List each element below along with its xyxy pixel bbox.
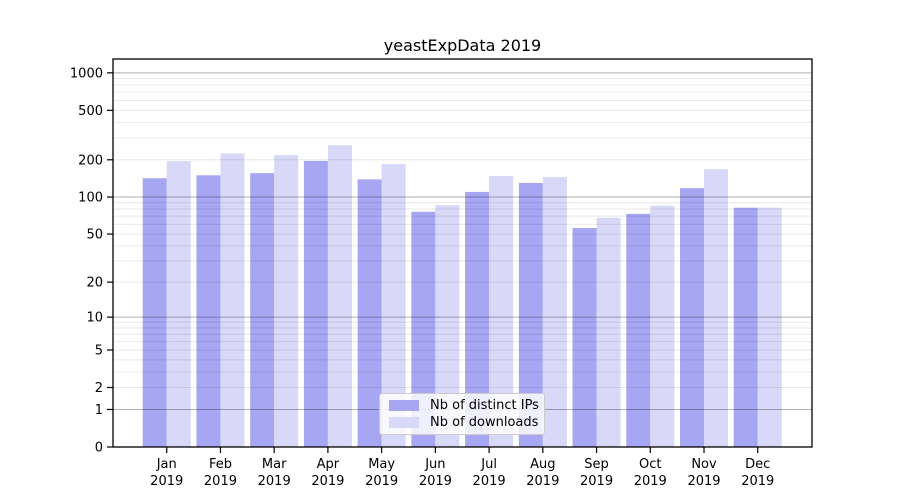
- bar-downloads-oct: [650, 205, 675, 447]
- bar-downloads-feb: [220, 153, 245, 447]
- x-tick-label-month: Jun: [424, 457, 445, 472]
- y-tick-label: 5: [95, 343, 103, 358]
- y-tick-label: 500: [78, 104, 103, 119]
- x-tick-label-year: 2019: [150, 474, 183, 489]
- x-tick-label-month: Jul: [480, 457, 497, 472]
- x-tick-label-month: Sep: [584, 457, 609, 472]
- x-tick-label-year: 2019: [473, 474, 506, 489]
- bar-downloads-dec: [757, 207, 782, 447]
- chart-title: yeastExpData 2019: [383, 36, 542, 55]
- bar-ips-jan: [142, 178, 167, 447]
- legend: Nb of distinct IPs Nb of downloads: [379, 393, 545, 435]
- bar-downloads-apr: [327, 145, 352, 448]
- legend-item-distinct-ips: Nb of distinct IPs: [389, 397, 539, 414]
- bar-ips-mar: [250, 173, 275, 447]
- y-tick-label: 10: [86, 311, 103, 326]
- y-tick-label: 50: [86, 228, 103, 243]
- bar-downloads-aug: [542, 177, 567, 447]
- legend-label-downloads: Nb of downloads: [430, 415, 539, 431]
- y-tick-label: 20: [86, 276, 103, 291]
- y-tick-label: 200: [78, 153, 103, 168]
- y-tick-label: 1000: [70, 66, 103, 81]
- x-tick-label-year: 2019: [580, 474, 613, 489]
- y-tick-label: 0: [95, 441, 103, 456]
- bar-downloads-jan: [166, 161, 191, 447]
- legend-swatch-downloads: [389, 417, 419, 429]
- x-tick-label-year: 2019: [365, 474, 398, 489]
- bar-ips-nov: [680, 188, 705, 447]
- x-tick-label-month: Apr: [317, 457, 340, 472]
- x-tick-label-year: 2019: [204, 474, 237, 489]
- x-tick-label-year: 2019: [258, 474, 291, 489]
- x-tick-label-month: May: [368, 457, 395, 472]
- x-tick-label-year: 2019: [526, 474, 559, 489]
- x-tick-label-month: Aug: [530, 457, 555, 472]
- x-tick-label-month: Jan: [156, 457, 177, 472]
- bar-ips-sep: [572, 228, 597, 447]
- x-tick-label-month: Nov: [691, 457, 717, 472]
- y-tick-label: 100: [78, 191, 103, 206]
- bar-ips-oct: [626, 213, 651, 447]
- legend-label-distinct-ips: Nb of distinct IPs: [430, 397, 539, 413]
- bar-downloads-sep: [596, 217, 621, 447]
- bar-ips-feb: [196, 175, 221, 448]
- y-tick-label: 2: [95, 381, 103, 396]
- bar-downloads-nov: [704, 169, 729, 447]
- axes-spines: [112, 58, 813, 448]
- legend-item-downloads: Nb of downloads: [389, 414, 538, 431]
- x-tick-label-year: 2019: [687, 474, 720, 489]
- x-tick-label-year: 2019: [419, 474, 452, 489]
- bar-downloads-mar: [274, 155, 299, 448]
- bar-ips-dec: [733, 207, 758, 447]
- y-tick-label: 1: [95, 403, 103, 418]
- x-tick-label-year: 2019: [741, 474, 774, 489]
- bar-ips-may: [357, 179, 382, 447]
- x-tick-label-month: Oct: [639, 457, 661, 472]
- x-tick-label-year: 2019: [311, 474, 344, 489]
- x-tick-label-month: Dec: [745, 457, 770, 472]
- x-tick-label-month: Feb: [209, 457, 232, 472]
- x-tick-label-month: Mar: [262, 457, 287, 472]
- x-tick-label-year: 2019: [634, 474, 667, 489]
- legend-swatch-distinct-ips: [389, 399, 419, 411]
- bar-ips-apr: [303, 160, 328, 447]
